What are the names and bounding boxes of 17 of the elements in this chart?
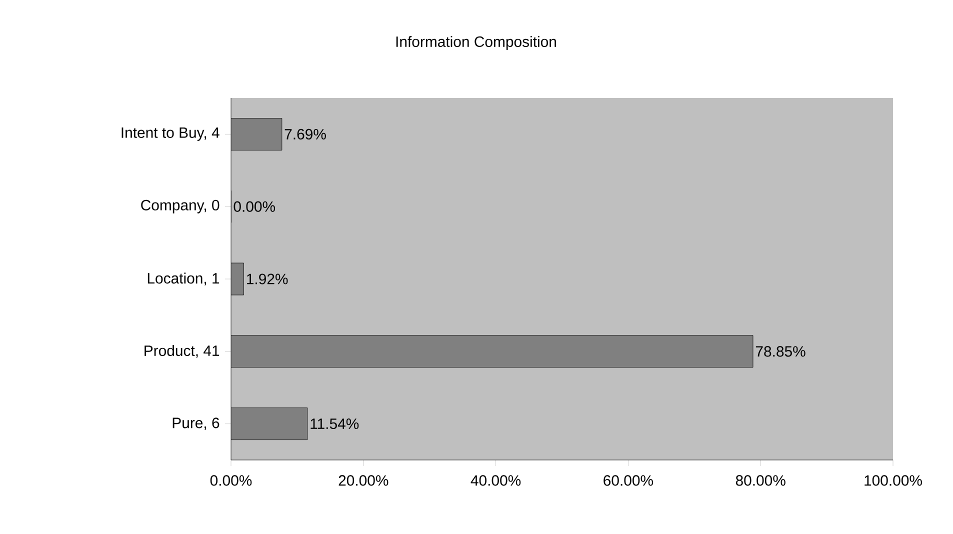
x-tick-label: 0.00% [210, 475, 252, 486]
y-tick-label: Pure, 6 [172, 418, 220, 430]
data-label: 1.92% [247, 274, 288, 284]
y-tick-label: Company, 0 [141, 200, 220, 214]
chart-title: Information Composition [396, 36, 556, 50]
data-label: 0.00% [234, 201, 276, 212]
y-tick-label: Intent to Buy, 4 [122, 128, 220, 141]
x-tick-label: 80.00% [736, 475, 786, 486]
x-tick-label: 40.00% [470, 475, 521, 486]
y-tick-label: Location, 1 [148, 272, 220, 286]
x-tick-label: 100.00% [864, 475, 922, 486]
data-label: 11.54% [310, 418, 359, 430]
x-tick-label: 20.00% [338, 475, 388, 486]
x-tick-label: 60.00% [604, 475, 654, 486]
data-label: 78.85% [756, 346, 806, 357]
y-tick-label: Product, 41 [144, 345, 220, 358]
data-label: 7.69% [284, 128, 326, 140]
